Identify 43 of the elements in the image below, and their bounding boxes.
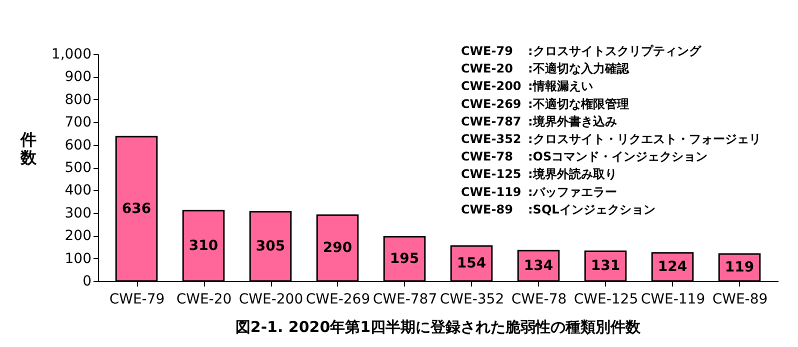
annotation: CWE-125 :境界外読み取り [461,167,617,182]
x-tick-label: CWE-787 [372,292,438,308]
annotation: CWE-269 :不適切な権限管理 [461,96,629,111]
annotation: CWE-352 :クロスサイト・リクエスト・フォージェリ [461,132,761,146]
data-label: 290 [322,240,352,256]
text: CWE-20 :不適切な入力確認 [461,62,629,76]
y-tick-label: 300 [64,205,92,222]
text: CWE-79 :クロスサイトスクリプティング [461,44,701,58]
data-label: 131 [590,258,620,274]
y-tick-label: 0 [82,274,92,290]
x-tick-label: CWE-78 [511,292,567,308]
x-tick-label: CWE-125 [574,292,638,308]
annotation: CWE-119 :バッファエラー [461,184,617,199]
y-tick-label: 400 [64,182,92,199]
annotation: CWE-787 :境界外書き込み [461,114,617,128]
x-tick-label: CWE-79 [109,292,165,308]
y-tick-label: 1,000 [51,46,92,62]
data-label: 305 [256,238,286,254]
text: 図2-1. 2020年第1四半期に登録された脆弱性の種類別件数 [235,318,642,336]
y-tick-label: 800 [64,92,92,108]
y-tick-label: 500 [64,160,92,176]
x-tick-label: CWE-119 [640,292,706,308]
y-tick-label: 600 [64,137,92,154]
data-label: 119 [724,259,754,276]
data-label: 310 [188,238,218,254]
y-tick-label: 700 [64,114,92,131]
data-label: 195 [390,250,420,267]
y-axis-title: 件数 [20,130,38,167]
data-label: 124 [658,258,688,275]
x-tick-label: CWE-352 [440,292,504,308]
text: CWE-78 :OSコマンド・インジェクション [461,150,708,164]
x-tick-label: CWE-89 [712,292,768,308]
text: CWE-89 :SQLインジェクション [461,202,656,216]
x-tick-label: CWE-200 [238,292,304,308]
y-tick-label: 900 [64,69,92,86]
annotation: CWE-200 :情報漏えい [461,79,593,94]
data-label: 134 [524,258,554,274]
x-tick-label: CWE-269 [306,292,370,308]
data-label: 154 [456,256,486,272]
data-label: 636 [122,200,152,217]
x-tick-label: CWE-20 [176,292,232,308]
y-tick-label: 100 [64,250,92,267]
y-tick-label: 200 [64,228,92,244]
